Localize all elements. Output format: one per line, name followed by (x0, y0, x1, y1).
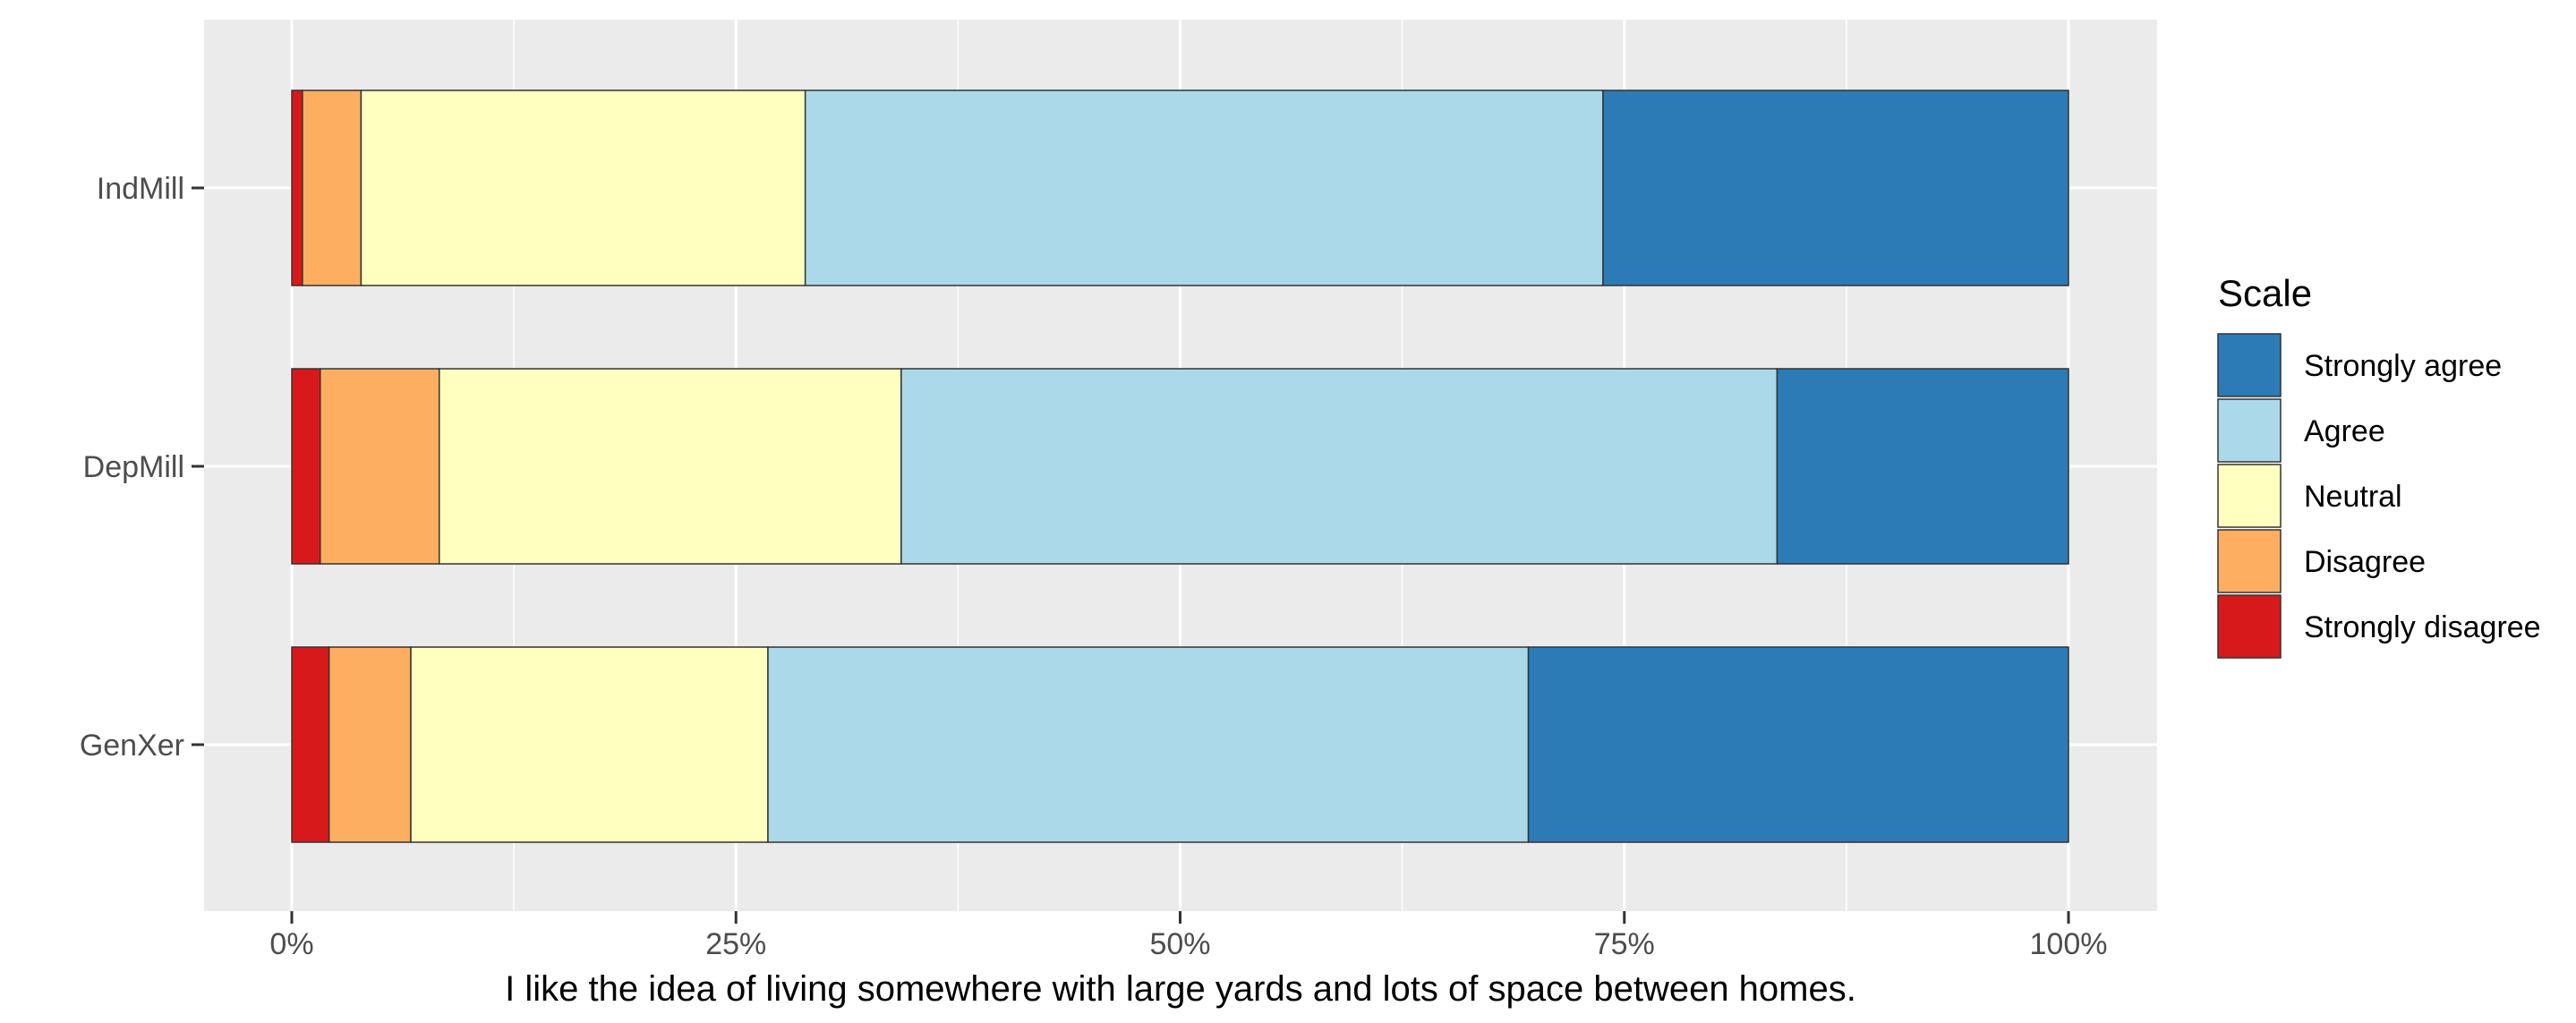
legend-key-strongly-agree (2217, 333, 2282, 397)
bar-segment-genxer-neutral (410, 646, 769, 843)
x-tick-label: 100% (2030, 927, 2108, 961)
bar-segment-indmill-neutral (360, 90, 806, 286)
bar-segment-genxer-strongly-disagree (291, 646, 330, 843)
bar-segment-genxer-disagree (328, 646, 412, 843)
legend-key-neutral (2217, 464, 2282, 528)
x-tick-label: 50% (1149, 927, 1210, 961)
bar-segment-indmill-strongly-agree (1602, 90, 2069, 286)
legend: Strongly agree Agree Neutral Disagree Strong… (2217, 333, 2541, 659)
legend-label-strongly-disagree: Strongly disagree (2304, 610, 2541, 644)
x-axis: 0% 25% 50% 75% 100% (269, 911, 2107, 961)
bar-segment-depmill-strongly-disagree (291, 368, 321, 565)
bar-segment-indmill-strongly-disagree (291, 90, 303, 286)
bar-segment-depmill-neutral (439, 368, 902, 565)
legend-label-agree: Agree (2304, 414, 2385, 448)
y-axis: IndMill DepMill GenXer (80, 172, 204, 763)
legend-key-disagree (2217, 529, 2282, 593)
legend-key-strongly-disagree (2217, 594, 2282, 659)
bar-segment-depmill-strongly-agree (1776, 368, 2069, 565)
bar-segment-genxer-agree (767, 646, 1530, 843)
y-tick-label: DepMill (83, 450, 184, 484)
legend-label-disagree: Disagree (2304, 545, 2426, 579)
y-tick-label: IndMill (97, 172, 184, 206)
bar-segment-indmill-agree (804, 90, 1604, 286)
legend-label-strongly-agree: Strongly agree (2304, 349, 2502, 383)
bar-segment-indmill-disagree (302, 90, 363, 286)
legend-title: Scale (2218, 272, 2312, 314)
bar-segment-depmill-agree (900, 368, 1778, 565)
legend-key-agree (2217, 398, 2282, 463)
bar-segment-depmill-disagree (320, 368, 440, 565)
x-tick-label: 0% (269, 927, 313, 961)
bar-segment-genxer-strongly-agree (1527, 646, 2069, 843)
x-axis-title: I like the idea of living somewhere with… (505, 969, 1856, 1009)
bar-segments (291, 90, 2069, 843)
legend-label-neutral: Neutral (2304, 480, 2402, 514)
y-tick-label: GenXer (80, 729, 184, 763)
x-tick-label: 75% (1594, 927, 1655, 961)
x-tick-label: 25% (705, 927, 766, 961)
